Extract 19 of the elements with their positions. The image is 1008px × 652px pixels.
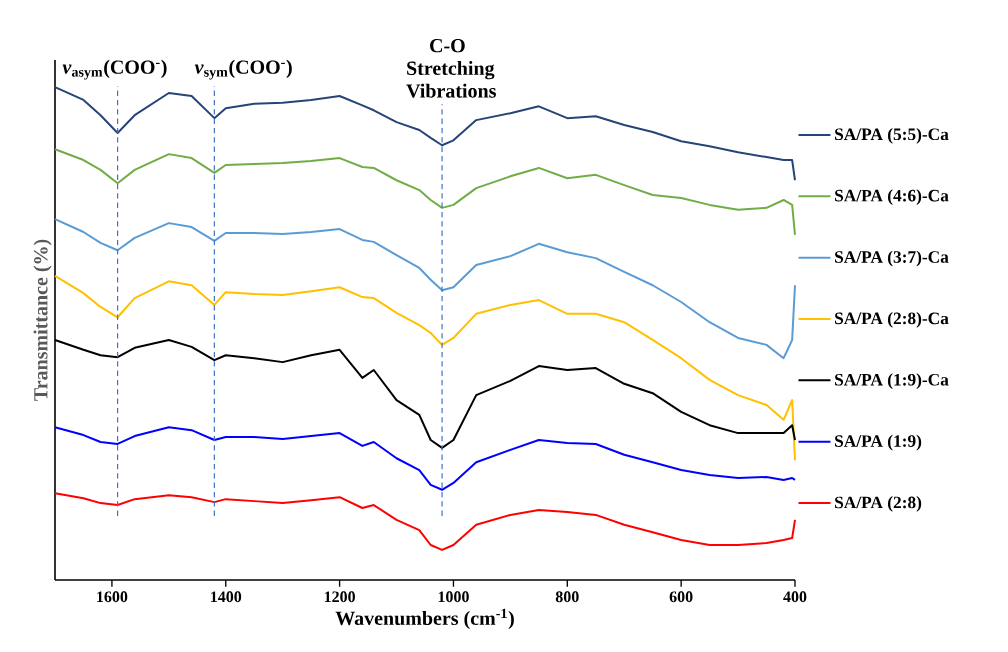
- legend-label: SA/PA (3:7)-Ca: [835, 250, 949, 267]
- x-tick-label: 1600: [97, 591, 128, 603]
- ref-line-label: v$_{asym}$(COO$^{-}$): [62, 59, 167, 80]
- y-axis-title: Transmittance (%): [33, 239, 52, 401]
- ref-line-label: C-O Stretching Vibrations: [406, 38, 496, 98]
- legend-label: SA/PA (1:9)-Ca: [835, 373, 949, 390]
- x-axis-title: Wavenumbers (cm$^{-1}$): [335, 608, 514, 630]
- legend-label: SA/PA (5:5)-Ca: [835, 127, 949, 144]
- legend-label: SA/PA (4:6)-Ca: [835, 189, 949, 205]
- x-tick-label: 1200: [324, 591, 355, 603]
- legend-label: SA/PA (1:9): [835, 434, 922, 451]
- x-tick-label: 400: [783, 591, 807, 603]
- x-tick-label: 1400: [211, 591, 242, 603]
- ref-line-label: v$_{sym}$(COO$^{-}$): [194, 59, 292, 80]
- x-tick-label: 800: [555, 591, 579, 603]
- x-tick-label: 1000: [438, 591, 469, 603]
- x-tick-label: 600: [669, 591, 693, 603]
- legend-label: SA/PA (2:8)-Ca: [835, 312, 949, 328]
- legend-label: SA/PA (2:8): [835, 496, 922, 512]
